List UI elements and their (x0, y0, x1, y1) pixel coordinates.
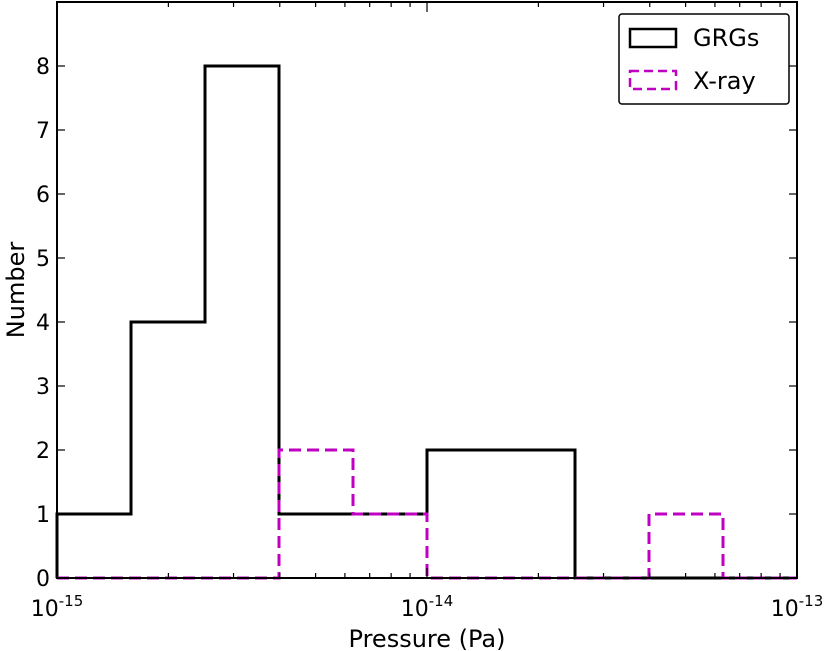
y-tick-label: 8 (36, 55, 50, 80)
x-tick-labels: 10-15 10-14 10-13 (31, 592, 824, 622)
y-tick-label: 7 (36, 119, 50, 144)
series-layer (55, 64, 797, 580)
y-tick-label: 0 (36, 567, 50, 592)
ticks-layer (56, 2, 797, 579)
y-tick-label: 1 (36, 503, 50, 528)
x-tick-label: 10-14 (401, 592, 454, 622)
legend-label-grgs: GRGs (693, 24, 759, 52)
x-tick-label: 10-13 (771, 592, 824, 622)
legend-label-xray: X-ray (693, 67, 756, 95)
y-tick-label: 4 (36, 311, 50, 336)
legend-box (618, 13, 790, 105)
x-axis-label: Pressure (Pa) (349, 625, 506, 651)
y-tick-label: 5 (36, 247, 50, 272)
y-tick-labels: 0 1 2 3 4 5 6 7 8 (36, 55, 50, 592)
x-tick-label: 10-15 (31, 592, 84, 622)
y-tick-label: 2 (36, 439, 50, 464)
series-grgs-outline (55, 64, 797, 580)
y-tick-label: 6 (36, 183, 50, 208)
y-axis-label: Number (2, 242, 30, 339)
legend-swatch-xray (628, 69, 678, 91)
legend-swatch-grgs (628, 27, 678, 49)
y-tick-label: 3 (36, 375, 50, 400)
legend: GRGs X-ray (618, 13, 790, 105)
